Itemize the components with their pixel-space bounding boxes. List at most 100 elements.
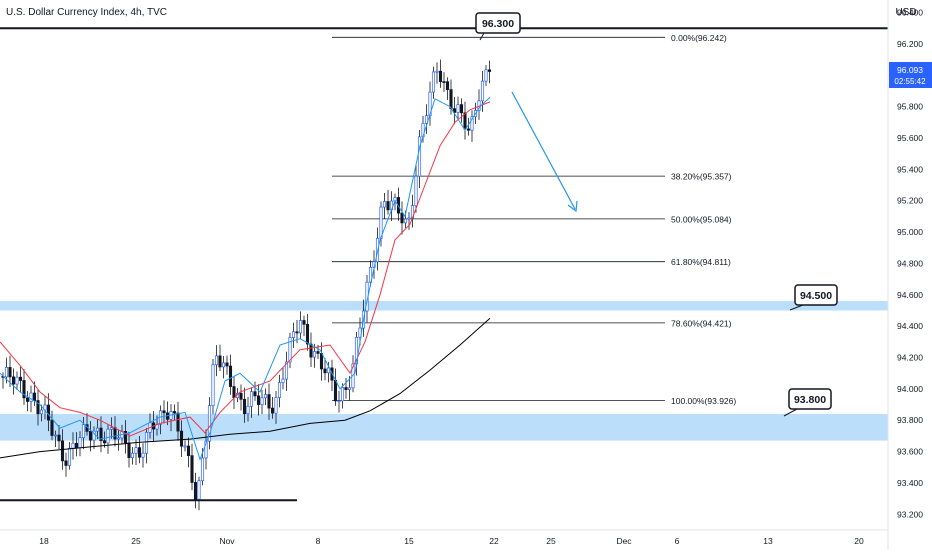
candle <box>333 368 338 406</box>
candle-body <box>71 442 75 449</box>
candle <box>109 417 114 439</box>
candle-body <box>400 212 404 224</box>
candle-body <box>92 430 96 441</box>
candle-body <box>239 392 243 400</box>
candle-body <box>403 218 408 224</box>
candle-body <box>127 442 131 459</box>
candle-body <box>18 376 23 381</box>
candle-body <box>200 457 205 482</box>
callout-label-0: 96.300 <box>482 18 514 30</box>
candle <box>487 60 492 84</box>
candle <box>477 89 481 120</box>
candle <box>18 366 23 393</box>
candle <box>81 416 86 450</box>
candle <box>53 430 58 448</box>
candle-body <box>260 397 264 405</box>
candle <box>123 420 128 454</box>
candle <box>319 342 324 381</box>
candle <box>22 369 26 405</box>
candle-body <box>382 201 387 208</box>
candle-body <box>305 323 310 345</box>
candle <box>438 59 443 88</box>
moving-average-0 <box>0 317 491 459</box>
callout-box-1 <box>794 284 838 306</box>
candle-body <box>274 397 278 414</box>
x-tick-10: 20 <box>854 536 864 546</box>
candle-body <box>445 81 450 90</box>
y-tick-16: 93.200 <box>897 509 923 519</box>
candle-body <box>337 400 341 403</box>
candle <box>197 476 201 511</box>
y-tick-12: 94.000 <box>897 384 923 394</box>
candle <box>435 62 439 84</box>
candle <box>260 389 264 415</box>
candle-body <box>302 320 306 325</box>
candle-body <box>284 361 289 380</box>
candle <box>382 193 387 219</box>
candle <box>428 81 432 126</box>
candle <box>137 435 142 464</box>
callouts: 96.300 94.500 93.800 <box>475 12 838 417</box>
candle <box>57 424 61 449</box>
last-price-label: 96.093 02:55:42 <box>889 62 932 88</box>
candle-body <box>11 376 16 385</box>
callout-box-2 <box>788 388 832 410</box>
x-tick-4: 15 <box>404 536 414 546</box>
candle-body <box>414 175 418 206</box>
x-tick-1: 25 <box>131 536 141 546</box>
candles <box>1 59 492 511</box>
price-label-countdown: 02:55:42 <box>894 77 926 86</box>
candle <box>445 77 450 100</box>
callout-label-1: 94.500 <box>800 290 832 302</box>
candle <box>15 371 19 390</box>
candle <box>141 443 145 468</box>
candle <box>246 396 250 422</box>
candle <box>39 404 44 422</box>
candle <box>25 390 30 412</box>
candle <box>414 164 418 213</box>
candle <box>347 376 352 401</box>
candle-body <box>459 104 464 114</box>
candle <box>267 383 271 420</box>
candle-body <box>60 440 65 462</box>
candle <box>106 424 110 454</box>
moving-average-1 <box>0 101 491 437</box>
candle-body <box>347 387 352 390</box>
candle-body <box>134 447 138 454</box>
fibonacci-retracement: 0.00%(96.242) 38.20%(95.357) 50.00%(95.084… <box>332 33 736 406</box>
candle-body <box>323 368 327 374</box>
candle <box>200 448 205 486</box>
candle <box>190 443 194 491</box>
candle-body <box>309 343 313 358</box>
candle-body <box>186 445 191 456</box>
fib-label-1: 38.20%(95.357) <box>671 172 732 182</box>
candle <box>221 356 226 379</box>
candle-body <box>50 419 54 436</box>
candle <box>466 117 471 136</box>
candle-body <box>130 452 135 459</box>
candle-body <box>263 394 268 399</box>
zones <box>0 301 888 441</box>
candle-body <box>470 116 474 131</box>
candle <box>8 355 12 387</box>
candle-body <box>106 428 110 444</box>
candle <box>225 355 229 375</box>
candle-body <box>162 410 166 414</box>
candle-body <box>435 70 439 73</box>
chart-title: U.S. Dollar Currency Index, 4h, TVC <box>6 7 167 18</box>
candle <box>424 104 429 134</box>
candle <box>256 384 261 416</box>
y-tick-1: 96.200 <box>897 39 923 49</box>
candle <box>340 383 345 409</box>
candle <box>302 315 306 337</box>
price-label-value: 96.093 <box>897 65 923 75</box>
candle-body <box>452 108 457 113</box>
candle-body <box>78 437 82 449</box>
candle-body <box>463 112 467 130</box>
candle-body <box>288 337 292 363</box>
candle-body <box>221 362 226 368</box>
candle <box>11 368 16 395</box>
candle-body <box>8 367 12 378</box>
